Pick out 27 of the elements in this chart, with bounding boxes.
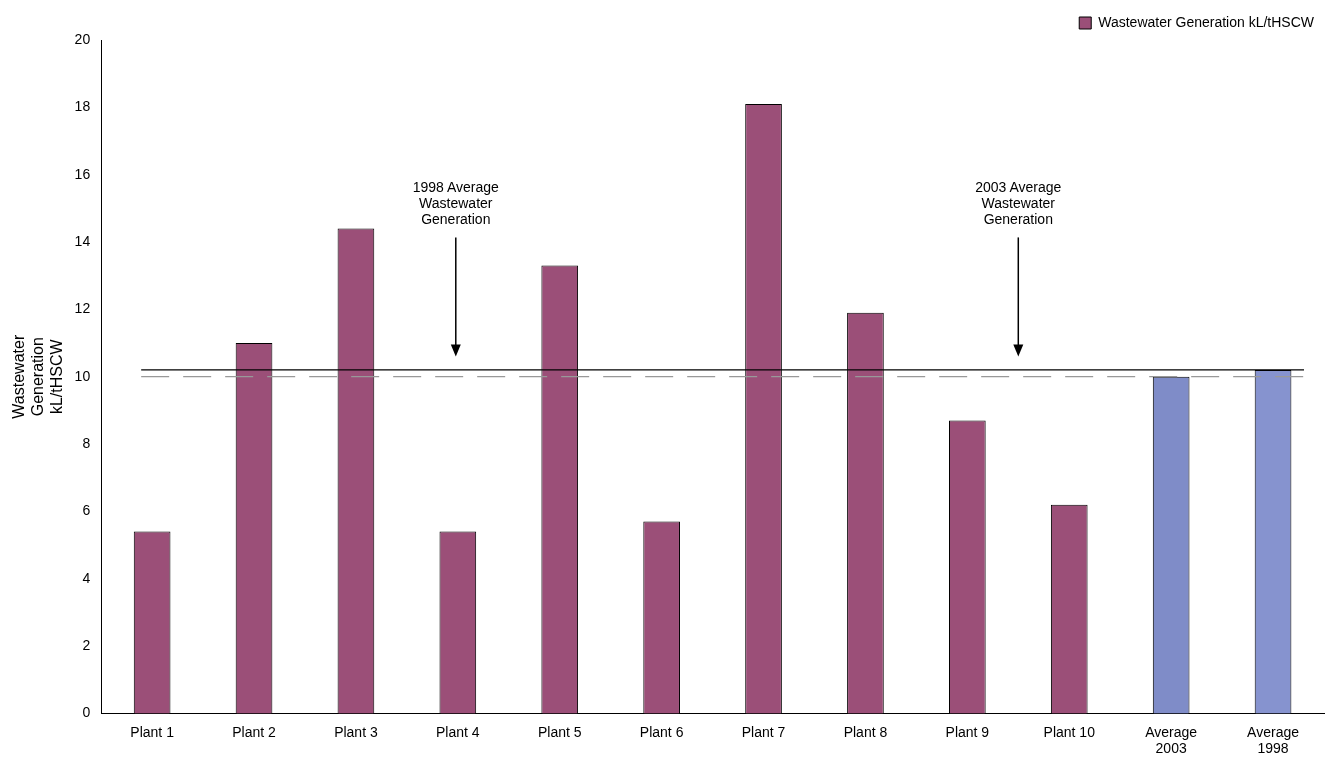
y-tick-label: 10 — [74, 367, 91, 384]
y-tick-label: 8 — [82, 434, 91, 451]
x-tick-label: Plant 5 — [537, 723, 582, 740]
y-tick-label: 18 — [74, 98, 91, 115]
x-tick-label: Average 1998 — [1247, 723, 1300, 757]
y-tick-label: 20 — [74, 30, 91, 47]
y-tick-label: 12 — [74, 300, 91, 317]
y-tick-label: 0 — [82, 704, 91, 721]
x-tick-label: Plant 4 — [436, 723, 480, 740]
x-tick-label: Plant 8 — [843, 723, 888, 740]
y-tick-label: 16 — [74, 165, 91, 182]
x-tick-label: Plant 7 — [741, 723, 786, 740]
x-tick-label: Plant 9 — [945, 723, 990, 740]
x-tick-label: Plant 2 — [232, 723, 277, 740]
annotation: 2003 Average Wastewater Generation — [975, 179, 1062, 228]
x-tick-label: Plant 10 — [1043, 723, 1096, 740]
x-tick-label: Plant 3 — [334, 723, 378, 740]
y-axis-title: Wastewater Generation kL/tHSCW — [10, 334, 66, 419]
y-tick-label: 14 — [74, 232, 91, 249]
y-tick-label: 2 — [82, 636, 91, 653]
y-tick-label: 4 — [82, 569, 91, 586]
x-tick-label: Plant 1 — [130, 723, 175, 740]
x-tick-label: Average 2003 — [1145, 723, 1198, 757]
x-tick-label: Plant 6 — [639, 723, 684, 740]
annotation: 1998 Average Wastewater Generation — [412, 179, 500, 228]
legend-label: Wastewater Generation kL/tHSCW — [1098, 13, 1315, 30]
y-tick-label: 6 — [82, 502, 91, 519]
